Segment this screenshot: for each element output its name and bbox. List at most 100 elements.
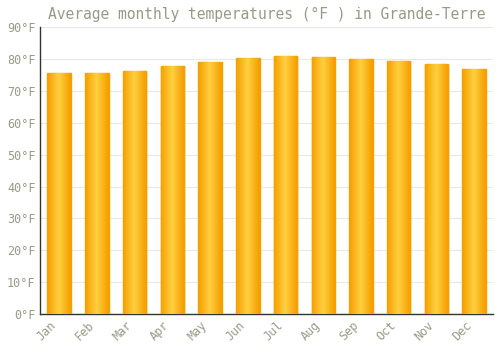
- Bar: [85, 73, 86, 314]
- Bar: [350, 59, 351, 314]
- Bar: [467, 69, 468, 314]
- Bar: [164, 66, 165, 314]
- Bar: [332, 57, 334, 314]
- Bar: [247, 58, 248, 314]
- Bar: [98, 73, 100, 314]
- Bar: [166, 66, 167, 314]
- Bar: [99, 73, 100, 314]
- Bar: [356, 59, 357, 314]
- Bar: [277, 56, 278, 314]
- Bar: [213, 62, 214, 314]
- Bar: [282, 56, 283, 314]
- Bar: [200, 62, 202, 314]
- Bar: [352, 59, 353, 314]
- Bar: [259, 58, 260, 314]
- Bar: [387, 61, 388, 314]
- Bar: [219, 62, 220, 314]
- Bar: [218, 62, 219, 314]
- Bar: [321, 57, 322, 314]
- Bar: [168, 66, 169, 314]
- Bar: [215, 62, 216, 314]
- Bar: [368, 59, 369, 314]
- Bar: [163, 66, 164, 314]
- Bar: [66, 73, 67, 314]
- Bar: [107, 73, 108, 314]
- Bar: [100, 73, 101, 314]
- Bar: [132, 71, 133, 314]
- Bar: [144, 71, 145, 314]
- Bar: [365, 59, 366, 314]
- Bar: [329, 57, 330, 314]
- Bar: [463, 69, 464, 314]
- Bar: [102, 73, 104, 314]
- Bar: [101, 73, 102, 314]
- Bar: [172, 66, 173, 314]
- Bar: [183, 66, 184, 314]
- Bar: [249, 58, 250, 314]
- Bar: [51, 73, 52, 314]
- Bar: [328, 57, 329, 314]
- Bar: [370, 59, 371, 314]
- Bar: [130, 71, 131, 314]
- Bar: [173, 66, 174, 314]
- Bar: [477, 69, 478, 314]
- Bar: [87, 73, 88, 314]
- Bar: [462, 69, 463, 314]
- Bar: [68, 73, 69, 314]
- Bar: [209, 62, 210, 314]
- Bar: [360, 59, 361, 314]
- Bar: [212, 62, 213, 314]
- Bar: [426, 64, 427, 314]
- Bar: [283, 56, 284, 314]
- Bar: [440, 64, 441, 314]
- Bar: [165, 66, 166, 314]
- Bar: [70, 73, 71, 314]
- Bar: [244, 58, 245, 314]
- Bar: [428, 64, 429, 314]
- Bar: [131, 71, 132, 314]
- Title: Average monthly temperatures (°F ) in Grande-Terre: Average monthly temperatures (°F ) in Gr…: [48, 7, 486, 22]
- Bar: [357, 59, 358, 314]
- Bar: [393, 61, 394, 314]
- Bar: [351, 59, 352, 314]
- Bar: [444, 64, 446, 314]
- Bar: [198, 62, 199, 314]
- Bar: [284, 56, 285, 314]
- Bar: [255, 58, 256, 314]
- Bar: [257, 58, 258, 314]
- Bar: [279, 56, 280, 314]
- Bar: [443, 64, 444, 314]
- Bar: [174, 66, 176, 314]
- Bar: [286, 56, 287, 314]
- Bar: [446, 64, 447, 314]
- Bar: [258, 58, 259, 314]
- Bar: [289, 56, 290, 314]
- Bar: [126, 71, 127, 314]
- Bar: [136, 71, 137, 314]
- Bar: [97, 73, 98, 314]
- Bar: [390, 61, 391, 314]
- Bar: [364, 59, 365, 314]
- Bar: [205, 62, 206, 314]
- Bar: [106, 73, 107, 314]
- Bar: [54, 73, 55, 314]
- Bar: [354, 59, 355, 314]
- Bar: [67, 73, 68, 314]
- Bar: [293, 56, 294, 314]
- Bar: [171, 66, 172, 314]
- Bar: [142, 71, 143, 314]
- Bar: [432, 64, 433, 314]
- Bar: [104, 73, 105, 314]
- Bar: [472, 69, 473, 314]
- Bar: [331, 57, 332, 314]
- Bar: [401, 61, 402, 314]
- Bar: [439, 64, 440, 314]
- Bar: [478, 69, 479, 314]
- Bar: [239, 58, 240, 314]
- Bar: [433, 64, 434, 314]
- Bar: [124, 71, 126, 314]
- Bar: [256, 58, 257, 314]
- Bar: [56, 73, 57, 314]
- Bar: [395, 61, 396, 314]
- Bar: [138, 71, 139, 314]
